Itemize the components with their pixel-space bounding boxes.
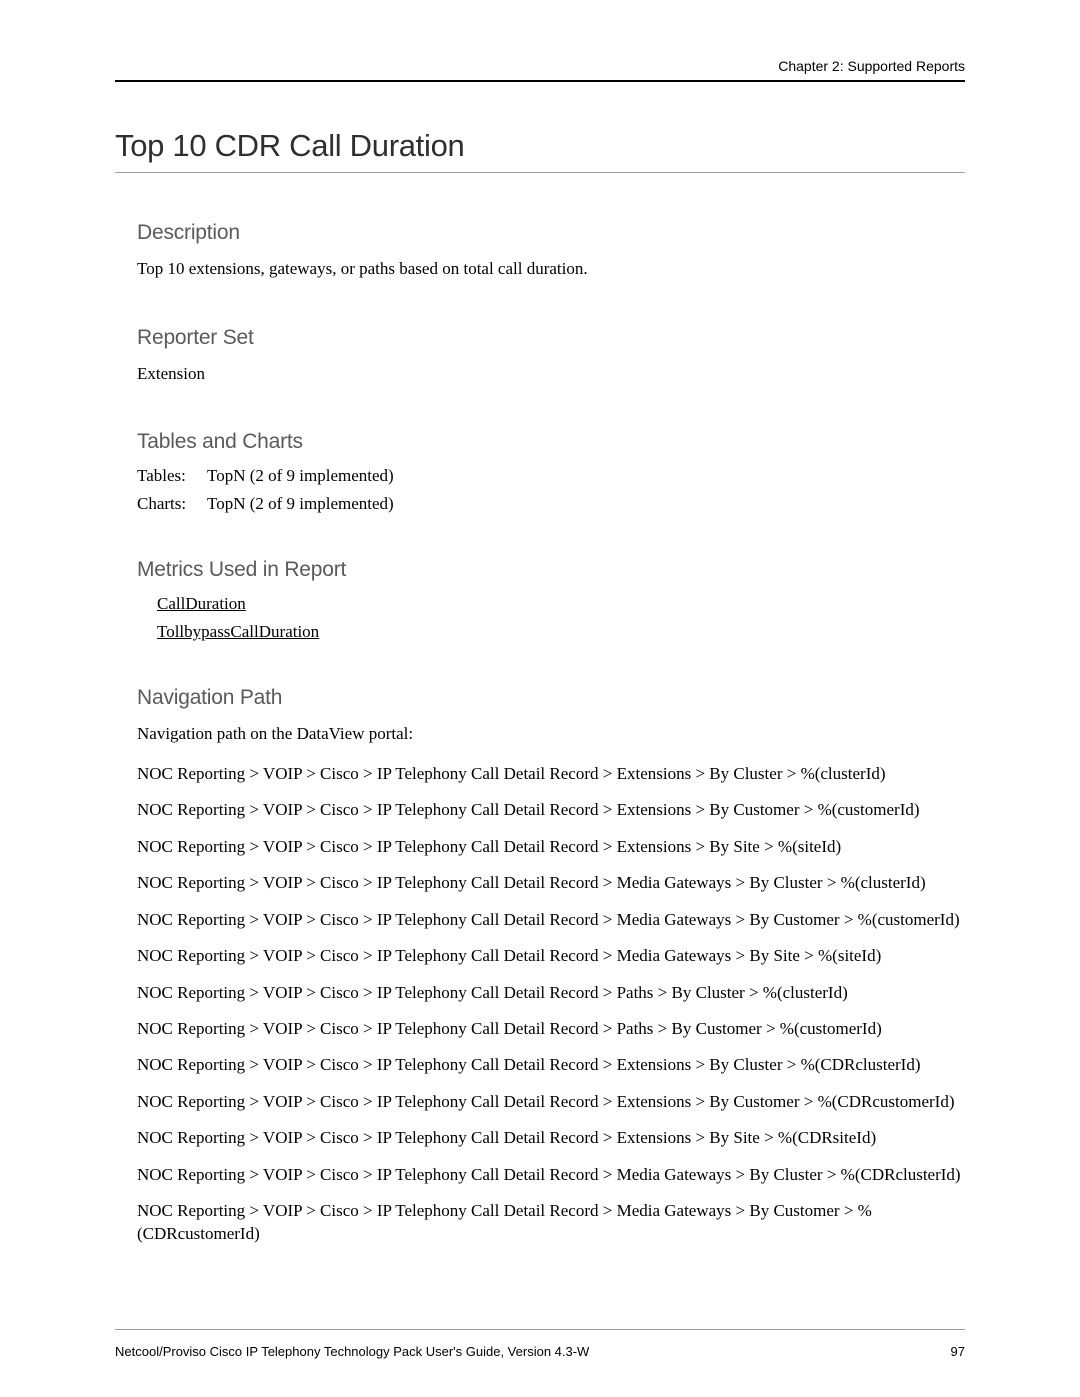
tables-value: TopN (2 of 9 implemented): [207, 466, 394, 486]
nav-path: NOC Reporting > VOIP > Cisco > IP Teleph…: [137, 982, 965, 1004]
heading-reporter-set: Reporter Set: [137, 326, 965, 350]
nav-path: NOC Reporting > VOIP > Cisco > IP Teleph…: [137, 909, 965, 931]
nav-path: NOC Reporting > VOIP > Cisco > IP Teleph…: [137, 1164, 965, 1186]
heading-metrics: Metrics Used in Report: [137, 558, 965, 582]
section-navigation: Navigation Path Navigation path on the D…: [137, 686, 965, 1245]
description-text: Top 10 extensions, gateways, or paths ba…: [137, 257, 965, 282]
nav-path: NOC Reporting > VOIP > Cisco > IP Teleph…: [137, 1054, 965, 1076]
charts-value: TopN (2 of 9 implemented): [207, 494, 394, 514]
metric-link[interactable]: TollbypassCallDuration: [157, 622, 965, 642]
nav-path: NOC Reporting > VOIP > Cisco > IP Teleph…: [137, 1127, 965, 1149]
nav-path: NOC Reporting > VOIP > Cisco > IP Teleph…: [137, 945, 965, 967]
section-tables-charts: Tables and Charts Tables: TopN (2 of 9 i…: [137, 430, 965, 514]
section-metrics: Metrics Used in Report CallDuration Toll…: [137, 558, 965, 642]
navigation-intro: Navigation path on the DataView portal:: [137, 722, 965, 747]
nav-path: NOC Reporting > VOIP > Cisco > IP Teleph…: [137, 836, 965, 858]
nav-path: NOC Reporting > VOIP > Cisco > IP Teleph…: [137, 799, 965, 821]
chapter-header: Chapter 2: Supported Reports: [115, 58, 965, 82]
nav-path: NOC Reporting > VOIP > Cisco > IP Teleph…: [137, 1200, 965, 1245]
section-description: Description Top 10 extensions, gateways,…: [137, 221, 965, 282]
charts-row: Charts: TopN (2 of 9 implemented): [137, 494, 965, 514]
nav-path: NOC Reporting > VOIP > Cisco > IP Teleph…: [137, 872, 965, 894]
section-reporter-set: Reporter Set Extension: [137, 326, 965, 387]
nav-path: NOC Reporting > VOIP > Cisco > IP Teleph…: [137, 763, 965, 785]
heading-description: Description: [137, 221, 965, 245]
nav-path: NOC Reporting > VOIP > Cisco > IP Teleph…: [137, 1091, 965, 1113]
nav-path: NOC Reporting > VOIP > Cisco > IP Teleph…: [137, 1018, 965, 1040]
charts-label: Charts:: [137, 494, 207, 514]
page-title: Top 10 CDR Call Duration: [115, 128, 965, 173]
heading-navigation: Navigation Path: [137, 686, 965, 710]
footer-left: Netcool/Proviso Cisco IP Telephony Techn…: [115, 1344, 589, 1359]
tables-row: Tables: TopN (2 of 9 implemented): [137, 466, 965, 486]
page-footer: Netcool/Proviso Cisco IP Telephony Techn…: [115, 1329, 965, 1359]
metric-link[interactable]: CallDuration: [157, 594, 965, 614]
tables-label: Tables:: [137, 466, 207, 486]
reporter-set-text: Extension: [137, 362, 965, 387]
heading-tables-charts: Tables and Charts: [137, 430, 965, 454]
footer-page-number: 97: [951, 1344, 965, 1359]
